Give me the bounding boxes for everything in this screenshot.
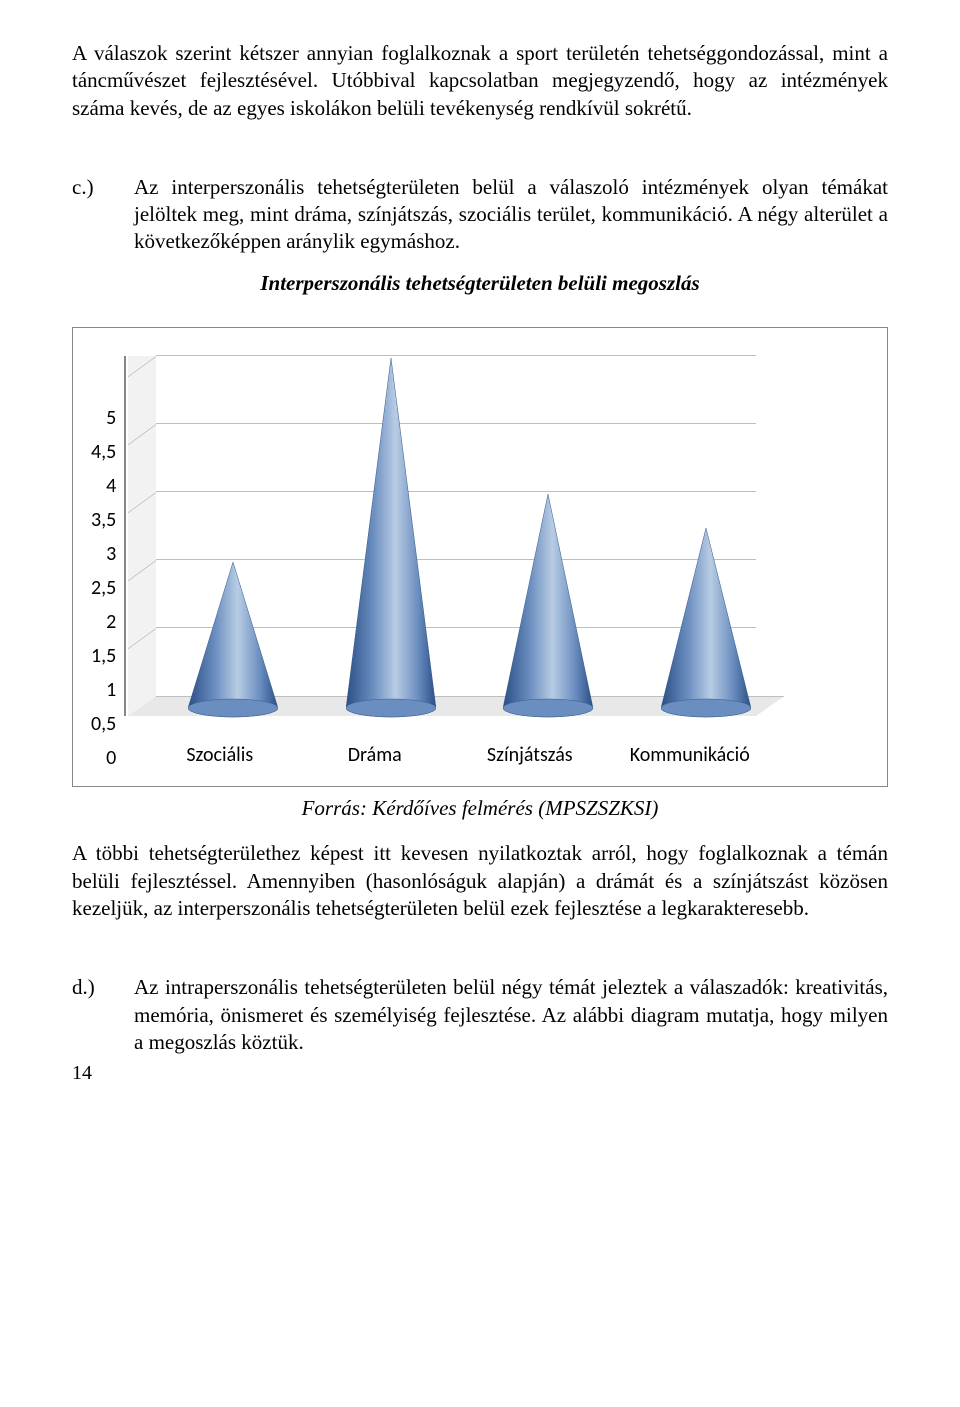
x-tick-label: Szociális [142, 742, 297, 768]
y-tick-label: 4 [106, 476, 116, 496]
chart-cone [188, 562, 278, 726]
x-tick-label: Kommunikáció [607, 742, 772, 768]
paragraph-d: d.)Az intraperszonális tehetségterületen… [134, 974, 888, 1056]
chart-cone [661, 528, 751, 726]
chart-plot-area [124, 356, 754, 736]
page-number: 14 [72, 1060, 92, 1086]
list-label-d: d.) [72, 974, 134, 1001]
paragraph-c: c.)Az interperszonális tehetségterületen… [134, 174, 888, 256]
y-tick-label: 0 [106, 748, 116, 768]
chart-cone [346, 358, 436, 726]
y-tick-label: 2 [106, 612, 116, 632]
paragraph-intro: A válaszok szerint kétszer annyian fogla… [72, 40, 888, 122]
chart-container: 5 4,5 4 3,5 3 2,5 2 1,5 1 0,5 0 [72, 327, 888, 787]
chart-cone [503, 494, 593, 726]
x-tick-label: Dráma [297, 742, 452, 768]
y-tick-label: 1 [106, 680, 116, 700]
y-tick-label: 3 [106, 544, 116, 564]
paragraph-after-chart: A többi tehetségterülethez képest itt ke… [72, 840, 888, 922]
y-tick-label: 0,5 [91, 714, 116, 734]
chart-title: Interperszonális tehetségterületen belül… [72, 270, 888, 297]
y-tick-label: 2,5 [91, 578, 116, 598]
y-tick-label: 5 [106, 408, 116, 428]
x-tick-label: Színjátszás [452, 742, 607, 768]
list-body-c: Az interperszonális tehetségterületen be… [134, 175, 888, 254]
chart-source: Forrás: Kérdőíves felmérés (MPSZSZKSI) [72, 795, 888, 822]
list-body-d: Az intraperszonális tehetségterületen be… [134, 975, 888, 1054]
y-tick-label: 1,5 [91, 646, 116, 666]
chart-x-axis: SzociálisDrámaSzínjátszásKommunikáció [142, 742, 772, 768]
y-tick-label: 4,5 [91, 442, 116, 462]
list-label-c: c.) [72, 174, 134, 201]
chart-y-axis: 5 4,5 4 3,5 3 2,5 2 1,5 1 0,5 0 [91, 408, 116, 768]
y-tick-label: 3,5 [91, 510, 116, 530]
